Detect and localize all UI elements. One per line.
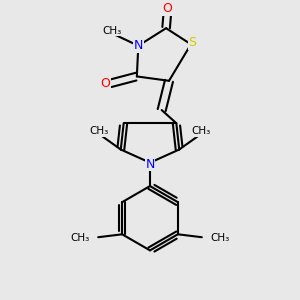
Text: CH₃: CH₃ — [102, 26, 122, 35]
Text: CH₃: CH₃ — [210, 233, 229, 243]
Text: O: O — [163, 2, 172, 15]
Text: CH₃: CH₃ — [71, 233, 90, 243]
Text: N: N — [134, 39, 143, 52]
Text: CH₃: CH₃ — [89, 126, 109, 136]
Text: S: S — [188, 36, 196, 49]
Text: N: N — [145, 158, 155, 171]
Text: CH₃: CH₃ — [191, 126, 211, 136]
Text: O: O — [100, 77, 110, 90]
